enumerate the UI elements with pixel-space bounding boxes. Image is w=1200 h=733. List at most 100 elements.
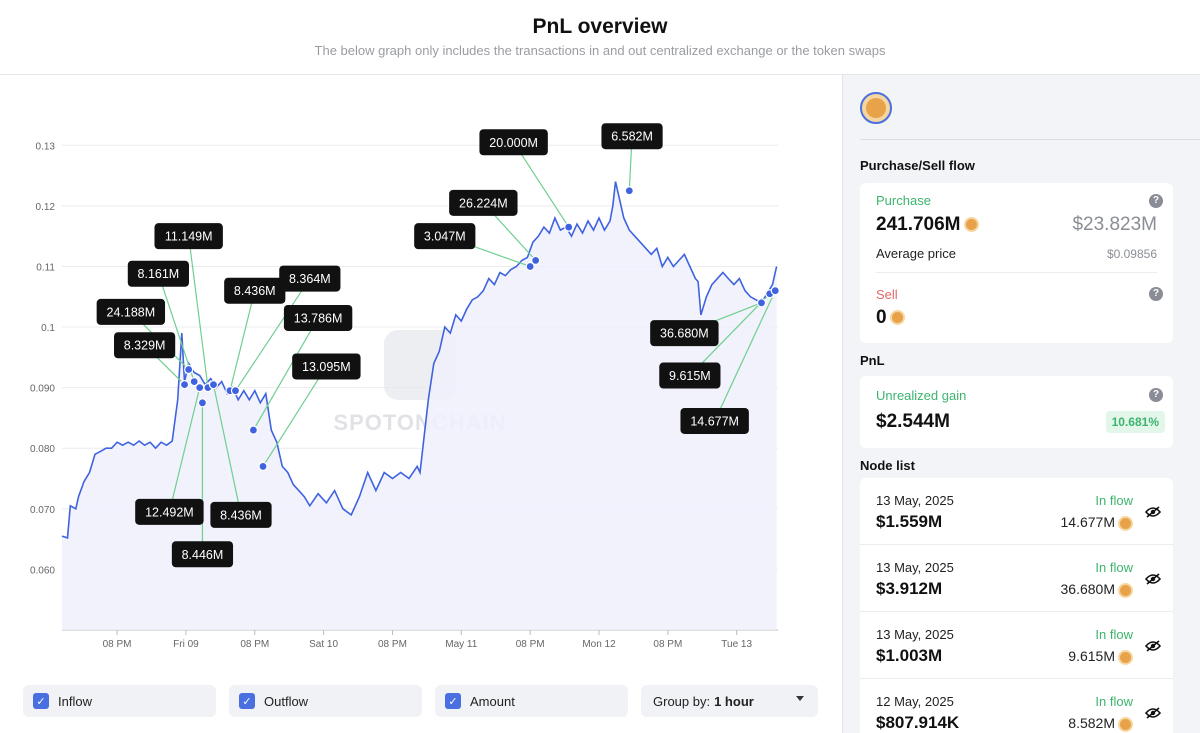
token-coin-icon	[1118, 515, 1133, 531]
x-tick-label: Fri 09	[173, 639, 199, 650]
list-item[interactable]: 13 May, 2025 $1.003M In flow 9.615M	[860, 612, 1173, 679]
node-point	[208, 380, 219, 390]
node-connector	[262, 366, 327, 467]
node-connector	[689, 293, 771, 376]
eye-off-icon[interactable]	[1145, 573, 1161, 585]
node-label-box	[154, 223, 223, 250]
y-tick-label: 0.13	[36, 141, 56, 152]
inflow-toggle[interactable]: ✓ Inflow	[23, 685, 216, 717]
node-point	[197, 398, 208, 408]
node-date: 13 May, 2025	[876, 493, 954, 508]
node-point	[179, 380, 190, 390]
y-tick-label: 0.080	[30, 444, 55, 455]
eye-off-icon[interactable]	[1145, 640, 1161, 652]
token-coin-icon	[1118, 582, 1133, 598]
node-label-box	[171, 541, 234, 568]
node-label-box	[279, 265, 341, 292]
y-tick-label: 0.070	[30, 505, 55, 516]
node-label-box	[96, 298, 166, 325]
shiba-icon	[866, 98, 886, 118]
node-label: 8.364M	[289, 272, 331, 286]
token-avatar	[860, 92, 892, 124]
node-label-box	[650, 320, 719, 347]
node-connector	[252, 317, 319, 431]
pnl-card: Unrealized gain ? $2.544M 10.681%	[860, 376, 1173, 448]
node-amount: 14.677M	[1061, 514, 1133, 531]
node-usd: $1.003M	[876, 646, 943, 665]
x-tick-label: Mon 12	[582, 639, 616, 650]
amount-toggle[interactable]: ✓ Amount	[435, 685, 628, 717]
node-label: 24.188M	[107, 305, 156, 319]
inflow-checkbox[interactable]: ✓	[33, 693, 49, 709]
purchase-label: Purchase	[876, 193, 931, 208]
node-label: 14.677M	[690, 414, 739, 428]
token-coin-icon	[963, 217, 979, 233]
node-label: 13.095M	[302, 360, 351, 374]
amount-checkbox[interactable]: ✓	[445, 693, 461, 709]
node-label: 6.582M	[611, 130, 653, 144]
x-tick-label: 08 PM	[240, 639, 269, 650]
help-icon[interactable]: ?	[1149, 194, 1163, 208]
node-point	[230, 386, 241, 396]
sidebar: Purchase/Sell flow Purchase ? 241.706M $…	[842, 75, 1200, 733]
node-point	[756, 298, 767, 308]
list-item[interactable]: 13 May, 2025 $3.912M In flow 36.680M	[860, 545, 1173, 612]
help-icon[interactable]: ?	[1149, 388, 1163, 402]
outflow-toggle[interactable]: ✓ Outflow	[229, 685, 422, 717]
eye-off-icon[interactable]	[1145, 707, 1161, 719]
node-connector	[229, 290, 256, 391]
node-usd: $1.559M	[876, 512, 943, 531]
x-tick-label: Sat 10	[309, 639, 338, 650]
chart-controls: ✓ Inflow ✓ Outflow ✓ Amount Group by: 1 …	[0, 685, 842, 717]
unrealized-pct-badge: 10.681%	[1105, 411, 1165, 433]
outflow-checkbox[interactable]: ✓	[239, 693, 255, 709]
list-item[interactable]: 12 May, 2025 $807.914K In flow 8.582M	[860, 679, 1173, 733]
node-date: 12 May, 2025	[876, 694, 954, 709]
node-point	[248, 425, 258, 435]
node-label-box	[659, 362, 721, 389]
node-flow: In flow	[1095, 694, 1133, 709]
page-header: PnL overview The below graph only includ…	[0, 0, 1200, 75]
group-by-select[interactable]: Group by: 1 hour	[641, 685, 818, 717]
unrealized-value: $2.544M	[876, 411, 950, 432]
node-label: 11.149M	[165, 230, 213, 244]
node-flow: In flow	[1095, 493, 1133, 508]
node-label: 8.329M	[124, 339, 166, 353]
node-label: 8.446M	[182, 548, 224, 562]
node-point	[624, 186, 634, 196]
node-label: 13.786M	[294, 311, 343, 325]
list-item[interactable]: 13 May, 2025 $1.559M In flow 14.677M	[860, 478, 1173, 545]
node-connector	[714, 290, 776, 422]
node-usd: $807.914K	[876, 713, 960, 732]
card-divider	[876, 272, 1157, 273]
node-amount: 36.680M	[1061, 581, 1133, 598]
node-date: 13 May, 2025	[876, 627, 954, 642]
amount-label: Amount	[470, 693, 515, 709]
node-label-box	[414, 223, 476, 250]
node-label: 8.436M	[220, 508, 262, 522]
pnl-chart: 0.060 0.070 0.080 0.090 0.1 0.11 0.12 0.13 08 PM…	[30, 123, 780, 650]
x-tick-label: 08 PM	[653, 639, 682, 650]
inflow-label: Inflow	[58, 693, 92, 709]
node-date: 13 May, 2025	[876, 560, 954, 575]
eye-off-icon[interactable]	[1145, 506, 1161, 518]
node-label: 3.047M	[424, 230, 466, 244]
help-icon[interactable]: ?	[1149, 287, 1163, 301]
node-point	[564, 222, 574, 232]
purchase-usd: $23.823M	[1072, 214, 1157, 235]
outflow-label: Outflow	[264, 693, 309, 709]
y-tick-label: 0.060	[30, 565, 55, 576]
node-label-box	[127, 260, 189, 287]
node-label-box	[135, 498, 204, 525]
node-list: 13 May, 2025 $1.559M In flow 14.677M 13 …	[860, 478, 1173, 733]
node-label-box	[292, 353, 361, 380]
node-point	[531, 255, 541, 266]
page-subtitle: The below graph only includes the transa…	[314, 43, 886, 58]
node-label: 36.680M	[660, 327, 709, 341]
node-amount: 9.615M	[1068, 648, 1133, 665]
unrealized-label: Unrealized gain	[876, 388, 967, 403]
sell-label: Sell	[876, 287, 898, 302]
node-label-box	[114, 332, 176, 359]
node-point	[258, 461, 268, 472]
sell-amount: 0	[876, 307, 905, 329]
